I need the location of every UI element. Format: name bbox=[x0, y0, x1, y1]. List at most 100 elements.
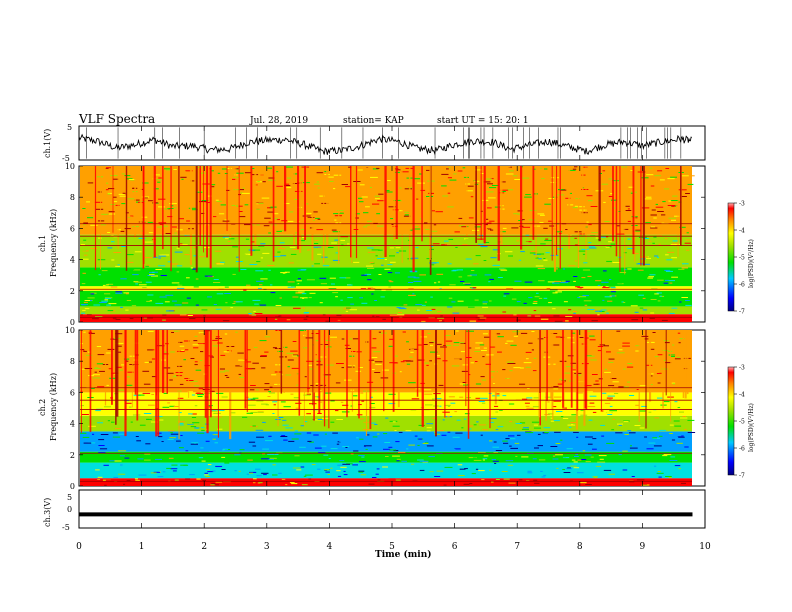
spectrogram-cell bbox=[513, 213, 519, 215]
spectrogram-cell bbox=[544, 414, 550, 416]
spectrogram-streak bbox=[139, 166, 142, 235]
spectrogram-cell bbox=[90, 300, 93, 302]
spectrogram-cell bbox=[526, 358, 529, 360]
spectrogram-streak bbox=[134, 330, 137, 395]
spectrogram-cell bbox=[653, 236, 657, 238]
spectrogram-cell bbox=[94, 201, 103, 203]
spectrogram-cell bbox=[391, 224, 394, 225]
spectrogram-cell bbox=[372, 315, 375, 317]
spectrogram-cell bbox=[126, 300, 132, 301]
spectrogram-cell bbox=[574, 244, 579, 246]
spectrogram-cell bbox=[583, 300, 592, 302]
spectrogram-cell bbox=[652, 332, 656, 333]
spectrogram-cell bbox=[654, 293, 659, 295]
spectrogram-cell bbox=[211, 483, 216, 485]
spectrogram-cell bbox=[287, 286, 295, 288]
spectrogram-cell bbox=[462, 382, 467, 383]
spectrogram-cell bbox=[417, 359, 425, 361]
spectrogram-cell bbox=[228, 238, 235, 240]
spectrogram-streak bbox=[284, 166, 287, 232]
spectrogram-cell bbox=[100, 224, 106, 226]
spectrogram-cell bbox=[265, 404, 269, 406]
spectrogram-cell bbox=[173, 207, 177, 209]
spectrogram-cell bbox=[253, 249, 261, 251]
spectrogram-cell bbox=[492, 331, 496, 333]
spectrogram-cell bbox=[226, 189, 231, 191]
spectrogram-cell bbox=[194, 361, 198, 363]
spectrogram-cell bbox=[511, 454, 519, 456]
spectrogram-cell bbox=[267, 167, 273, 169]
spectrogram-cell bbox=[393, 450, 399, 452]
spectrogram-cell bbox=[588, 224, 592, 226]
spectrogram-cell bbox=[511, 298, 517, 300]
spectrogram-cell bbox=[577, 459, 582, 461]
spectrogram-cell bbox=[262, 252, 270, 254]
spectrogram-cell bbox=[578, 417, 582, 419]
spectrogram-cell bbox=[432, 417, 437, 419]
spectrogram-cell bbox=[234, 454, 241, 456]
spectrogram-cell bbox=[500, 189, 509, 191]
spectrogram-cell bbox=[313, 340, 319, 342]
spectrogram-cell bbox=[599, 458, 604, 460]
spectrogram-cell bbox=[371, 249, 380, 251]
spectrogram-cell bbox=[340, 239, 345, 241]
spectrogram-cell bbox=[627, 248, 636, 250]
spectrogram-cell bbox=[458, 342, 464, 344]
spectrogram-cell bbox=[654, 417, 660, 419]
spectrogram-cell bbox=[314, 263, 320, 265]
spectrogram-cell bbox=[661, 222, 665, 224]
spectrogram-cell bbox=[287, 366, 290, 368]
spectrogram-cell bbox=[104, 317, 108, 319]
spectrogram-cell bbox=[600, 424, 605, 426]
spectrogram-cell bbox=[539, 459, 546, 461]
spectrogram-cell bbox=[335, 410, 339, 412]
spectrogram-cell bbox=[482, 301, 488, 303]
spectrogram-streak bbox=[162, 166, 164, 250]
spectrogram-cell bbox=[434, 478, 437, 480]
spectrogram-cell bbox=[284, 185, 291, 186]
spectrogram-cell bbox=[302, 237, 306, 238]
spectrogram-cell bbox=[272, 464, 276, 466]
spectrogram-cell bbox=[134, 199, 140, 201]
spectrogram-cell bbox=[308, 341, 315, 343]
spectrogram-cell bbox=[407, 276, 416, 278]
spectrogram-cell bbox=[324, 469, 330, 471]
spectrogram-cell bbox=[507, 363, 516, 364]
spectrogram-cell bbox=[623, 252, 627, 254]
spectrogram-cell bbox=[574, 237, 577, 239]
spectrogram-cell bbox=[203, 315, 206, 317]
spectrogram-cell bbox=[565, 346, 573, 347]
spectrogram-cell bbox=[343, 470, 346, 472]
spectrogram-cell bbox=[263, 474, 267, 476]
spectrogram-cell bbox=[443, 484, 447, 486]
spectrogram-cell bbox=[240, 192, 244, 194]
spectrogram-cell bbox=[97, 386, 105, 388]
spectrogram-cell bbox=[104, 484, 107, 486]
spectrogram-cell bbox=[224, 462, 230, 464]
spectrogram-cell bbox=[345, 277, 351, 279]
spectrogram-cell bbox=[144, 241, 153, 243]
spectrogram-cell bbox=[352, 338, 359, 340]
spectrogram-cell bbox=[576, 436, 579, 438]
spectrogram-cell bbox=[262, 453, 266, 455]
spectrogram-cell bbox=[225, 302, 228, 304]
spectrogram-cell bbox=[369, 422, 376, 424]
spectrogram-cell bbox=[82, 258, 89, 260]
spectrogram-cell bbox=[543, 227, 548, 229]
spectrogram-cell bbox=[668, 354, 676, 356]
spectrogram-cell bbox=[528, 342, 533, 344]
spectrogram-cell bbox=[667, 350, 673, 352]
spectrogram-cell bbox=[293, 173, 298, 175]
spectrogram-cell bbox=[566, 448, 573, 450]
spectrogram-cell bbox=[336, 314, 342, 316]
spectrogram-cell bbox=[166, 372, 174, 374]
spectrogram-cell bbox=[679, 411, 684, 413]
spectrogram-cell bbox=[480, 173, 484, 174]
spectrogram-cell bbox=[199, 172, 206, 174]
spectrogram-cell bbox=[126, 261, 134, 263]
spectrogram-cell bbox=[166, 169, 171, 171]
spectrogram-cell bbox=[118, 473, 126, 475]
spectrogram-cell bbox=[635, 345, 640, 347]
spectrogram-streak bbox=[104, 330, 107, 406]
spectrogram-cell bbox=[90, 248, 98, 250]
